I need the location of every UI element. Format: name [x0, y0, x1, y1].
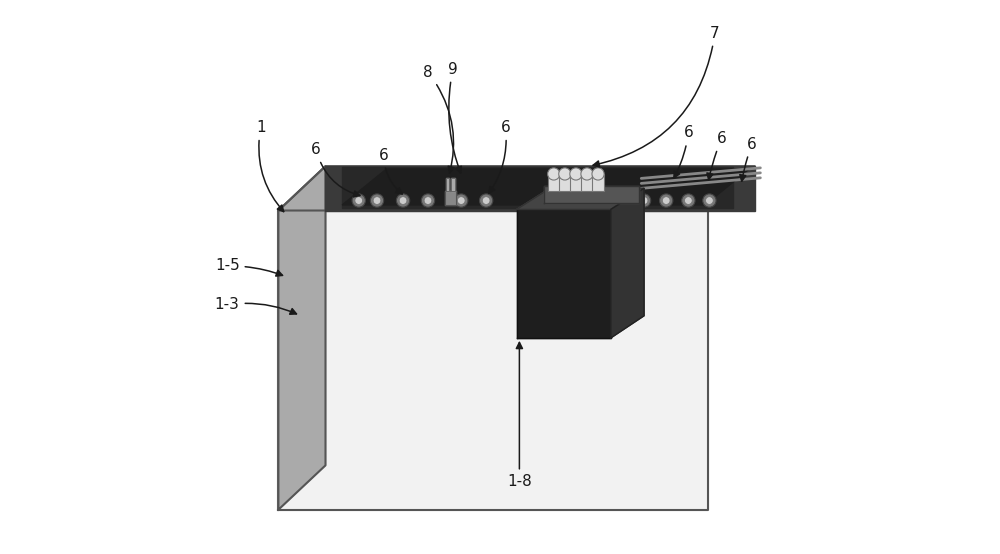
Text: 7: 7: [593, 25, 720, 167]
Circle shape: [457, 197, 465, 204]
Text: 9: 9: [448, 61, 461, 173]
Polygon shape: [278, 166, 755, 211]
Polygon shape: [517, 209, 611, 338]
Circle shape: [660, 194, 673, 207]
Circle shape: [637, 194, 651, 207]
Circle shape: [355, 197, 363, 204]
Bar: [559, 174, 571, 191]
Bar: [570, 174, 582, 191]
Polygon shape: [611, 188, 644, 338]
Circle shape: [424, 197, 432, 204]
Bar: [581, 174, 593, 191]
Polygon shape: [517, 188, 644, 209]
Circle shape: [421, 194, 435, 207]
Circle shape: [373, 197, 381, 204]
Circle shape: [399, 197, 407, 204]
Circle shape: [615, 194, 629, 207]
Text: 6: 6: [489, 120, 510, 193]
Circle shape: [482, 197, 490, 204]
Text: 1-8: 1-8: [507, 342, 532, 490]
Circle shape: [559, 168, 571, 180]
Polygon shape: [278, 166, 325, 510]
Polygon shape: [446, 178, 449, 191]
Text: 8: 8: [423, 64, 454, 173]
Bar: [592, 174, 604, 191]
Polygon shape: [451, 178, 455, 191]
Circle shape: [570, 168, 582, 180]
Circle shape: [703, 194, 716, 207]
Circle shape: [480, 194, 493, 207]
Circle shape: [370, 194, 384, 207]
Circle shape: [662, 197, 670, 204]
Polygon shape: [278, 211, 708, 510]
Circle shape: [455, 194, 468, 207]
Circle shape: [618, 197, 626, 204]
Circle shape: [706, 197, 713, 204]
Circle shape: [352, 194, 365, 207]
Polygon shape: [325, 166, 755, 211]
Text: 1: 1: [256, 120, 284, 212]
Bar: [548, 174, 560, 191]
Text: 6: 6: [379, 147, 402, 194]
Circle shape: [640, 197, 648, 204]
Polygon shape: [342, 169, 749, 205]
Text: 6: 6: [311, 142, 360, 197]
Circle shape: [684, 197, 692, 204]
Text: 1-5: 1-5: [215, 258, 283, 276]
Polygon shape: [544, 186, 639, 203]
Circle shape: [396, 194, 410, 207]
Circle shape: [682, 194, 695, 207]
Text: 6: 6: [674, 125, 693, 178]
Polygon shape: [445, 191, 456, 205]
Polygon shape: [342, 167, 733, 208]
Circle shape: [581, 168, 593, 180]
Text: 6: 6: [740, 136, 757, 181]
Text: 6: 6: [707, 131, 726, 179]
Circle shape: [548, 168, 560, 180]
Circle shape: [592, 168, 604, 180]
Text: 1-3: 1-3: [215, 297, 296, 314]
